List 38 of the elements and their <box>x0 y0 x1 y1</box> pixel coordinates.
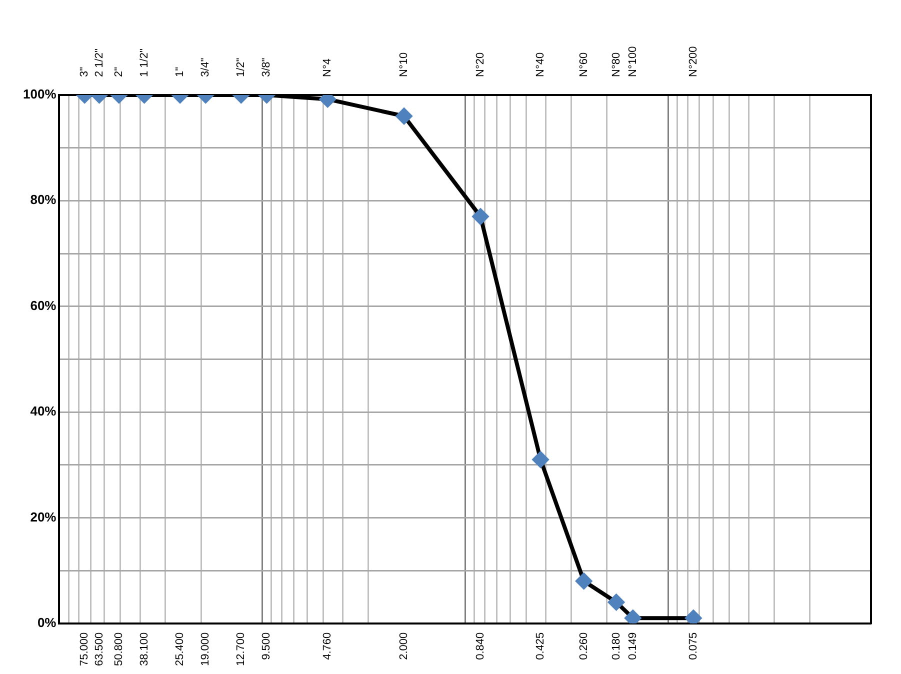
y-tick-label: 40% <box>30 404 57 419</box>
y-tick-label: 80% <box>30 192 57 208</box>
x-tick-label: 19.000 <box>200 632 212 666</box>
text: N°4 <box>322 58 334 77</box>
text: N°80 <box>610 52 622 77</box>
text: 3/4" <box>200 58 212 77</box>
x-tick-label: 75.000 <box>78 632 91 666</box>
x-tick-label: 2.000 <box>398 632 410 660</box>
y-tick-label: 20% <box>30 509 57 524</box>
y-tick-label: 60% <box>30 298 57 313</box>
x-tick-label: 0.075 <box>687 632 700 660</box>
x-tick-label: 0.260 <box>578 632 590 660</box>
x-tick-label: 25.400 <box>174 632 186 666</box>
y-tick-label: 100% <box>23 86 57 102</box>
text: N°20 <box>474 52 487 77</box>
text: N°60 <box>578 52 590 77</box>
x-tick-label: 0.840 <box>474 632 487 660</box>
x-tick-label: 9.500 <box>260 632 273 660</box>
y-tick-label: 0% <box>37 614 57 630</box>
text: 1/2" <box>235 58 248 77</box>
text: 2 1/2" <box>93 48 106 77</box>
text: 1" <box>174 66 186 77</box>
x-tick-label: 38.100 <box>138 632 150 666</box>
x-tick-label: 0.149 <box>626 632 639 660</box>
x-tick-label: 4.760 <box>322 632 334 660</box>
x-tick-label: 12.700 <box>235 632 248 666</box>
x-tick-label: 0.180 <box>610 632 622 660</box>
x-tick-label: 0.425 <box>534 632 547 660</box>
text: N°40 <box>534 52 547 77</box>
x-tick-label: 50.800 <box>112 632 125 666</box>
text: N°10 <box>398 52 410 77</box>
text: N°200 <box>687 46 700 77</box>
text: 3" <box>78 66 91 77</box>
x-tick-label: 63.500 <box>93 632 106 666</box>
text: 2" <box>112 66 125 77</box>
text: 1 1/2" <box>138 48 150 77</box>
text: 3/8" <box>260 58 273 77</box>
text: N°100 <box>626 46 639 77</box>
